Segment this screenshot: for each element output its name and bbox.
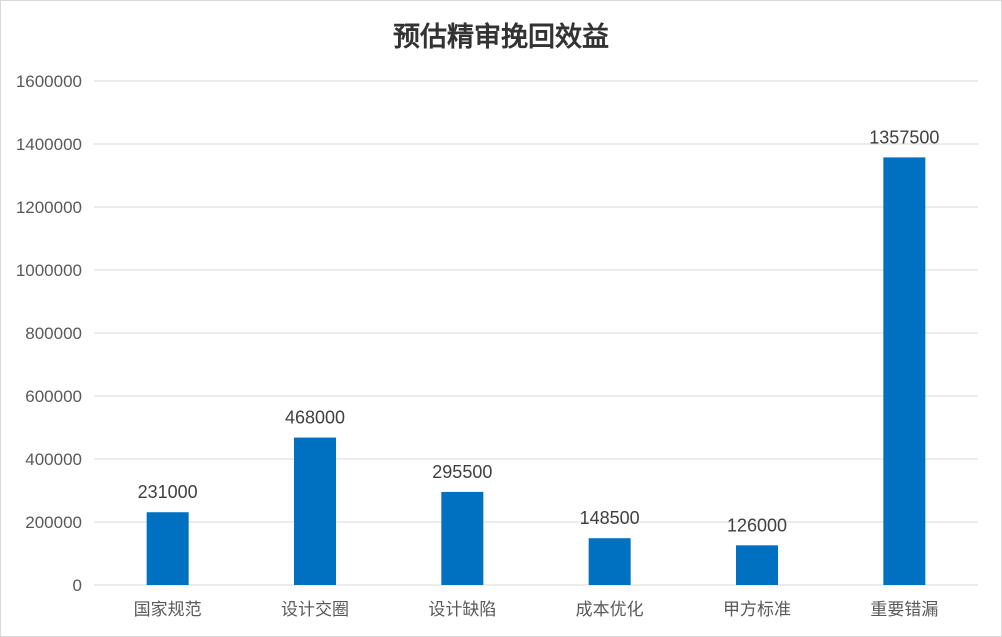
y-tick-label: 200000 xyxy=(25,513,82,532)
bar xyxy=(883,157,926,585)
data-label: 1357500 xyxy=(869,127,939,147)
data-label: 126000 xyxy=(727,515,787,535)
category-label: 甲方标准 xyxy=(723,600,791,620)
data-label: 468000 xyxy=(285,408,345,428)
category-label: 重要错漏 xyxy=(870,600,938,620)
y-tick-label: 600000 xyxy=(25,387,82,406)
y-tick-label: 400000 xyxy=(25,450,82,469)
bar xyxy=(588,538,631,585)
category-label: 设计缺陷 xyxy=(428,600,496,620)
bar xyxy=(146,512,189,585)
y-tick-label: 1000000 xyxy=(16,261,82,280)
category-label: 成本优化 xyxy=(576,600,644,620)
y-tick-label: 0 xyxy=(73,576,82,595)
category-label: 国家规范 xyxy=(134,600,202,620)
y-tick-label: 1200000 xyxy=(16,198,82,217)
bar xyxy=(441,491,484,585)
data-label: 295500 xyxy=(432,462,492,482)
chart-title: 预估精审挽回效益 xyxy=(393,22,609,53)
bar xyxy=(736,545,778,585)
y-tick-label: 1600000 xyxy=(16,72,82,91)
y-tick-label: 1400000 xyxy=(16,135,82,154)
data-label: 231000 xyxy=(138,482,198,502)
bar xyxy=(294,437,336,585)
data-label: 148500 xyxy=(580,508,640,528)
category-label: 设计交圈 xyxy=(281,600,349,620)
y-tick-label: 800000 xyxy=(25,324,82,343)
